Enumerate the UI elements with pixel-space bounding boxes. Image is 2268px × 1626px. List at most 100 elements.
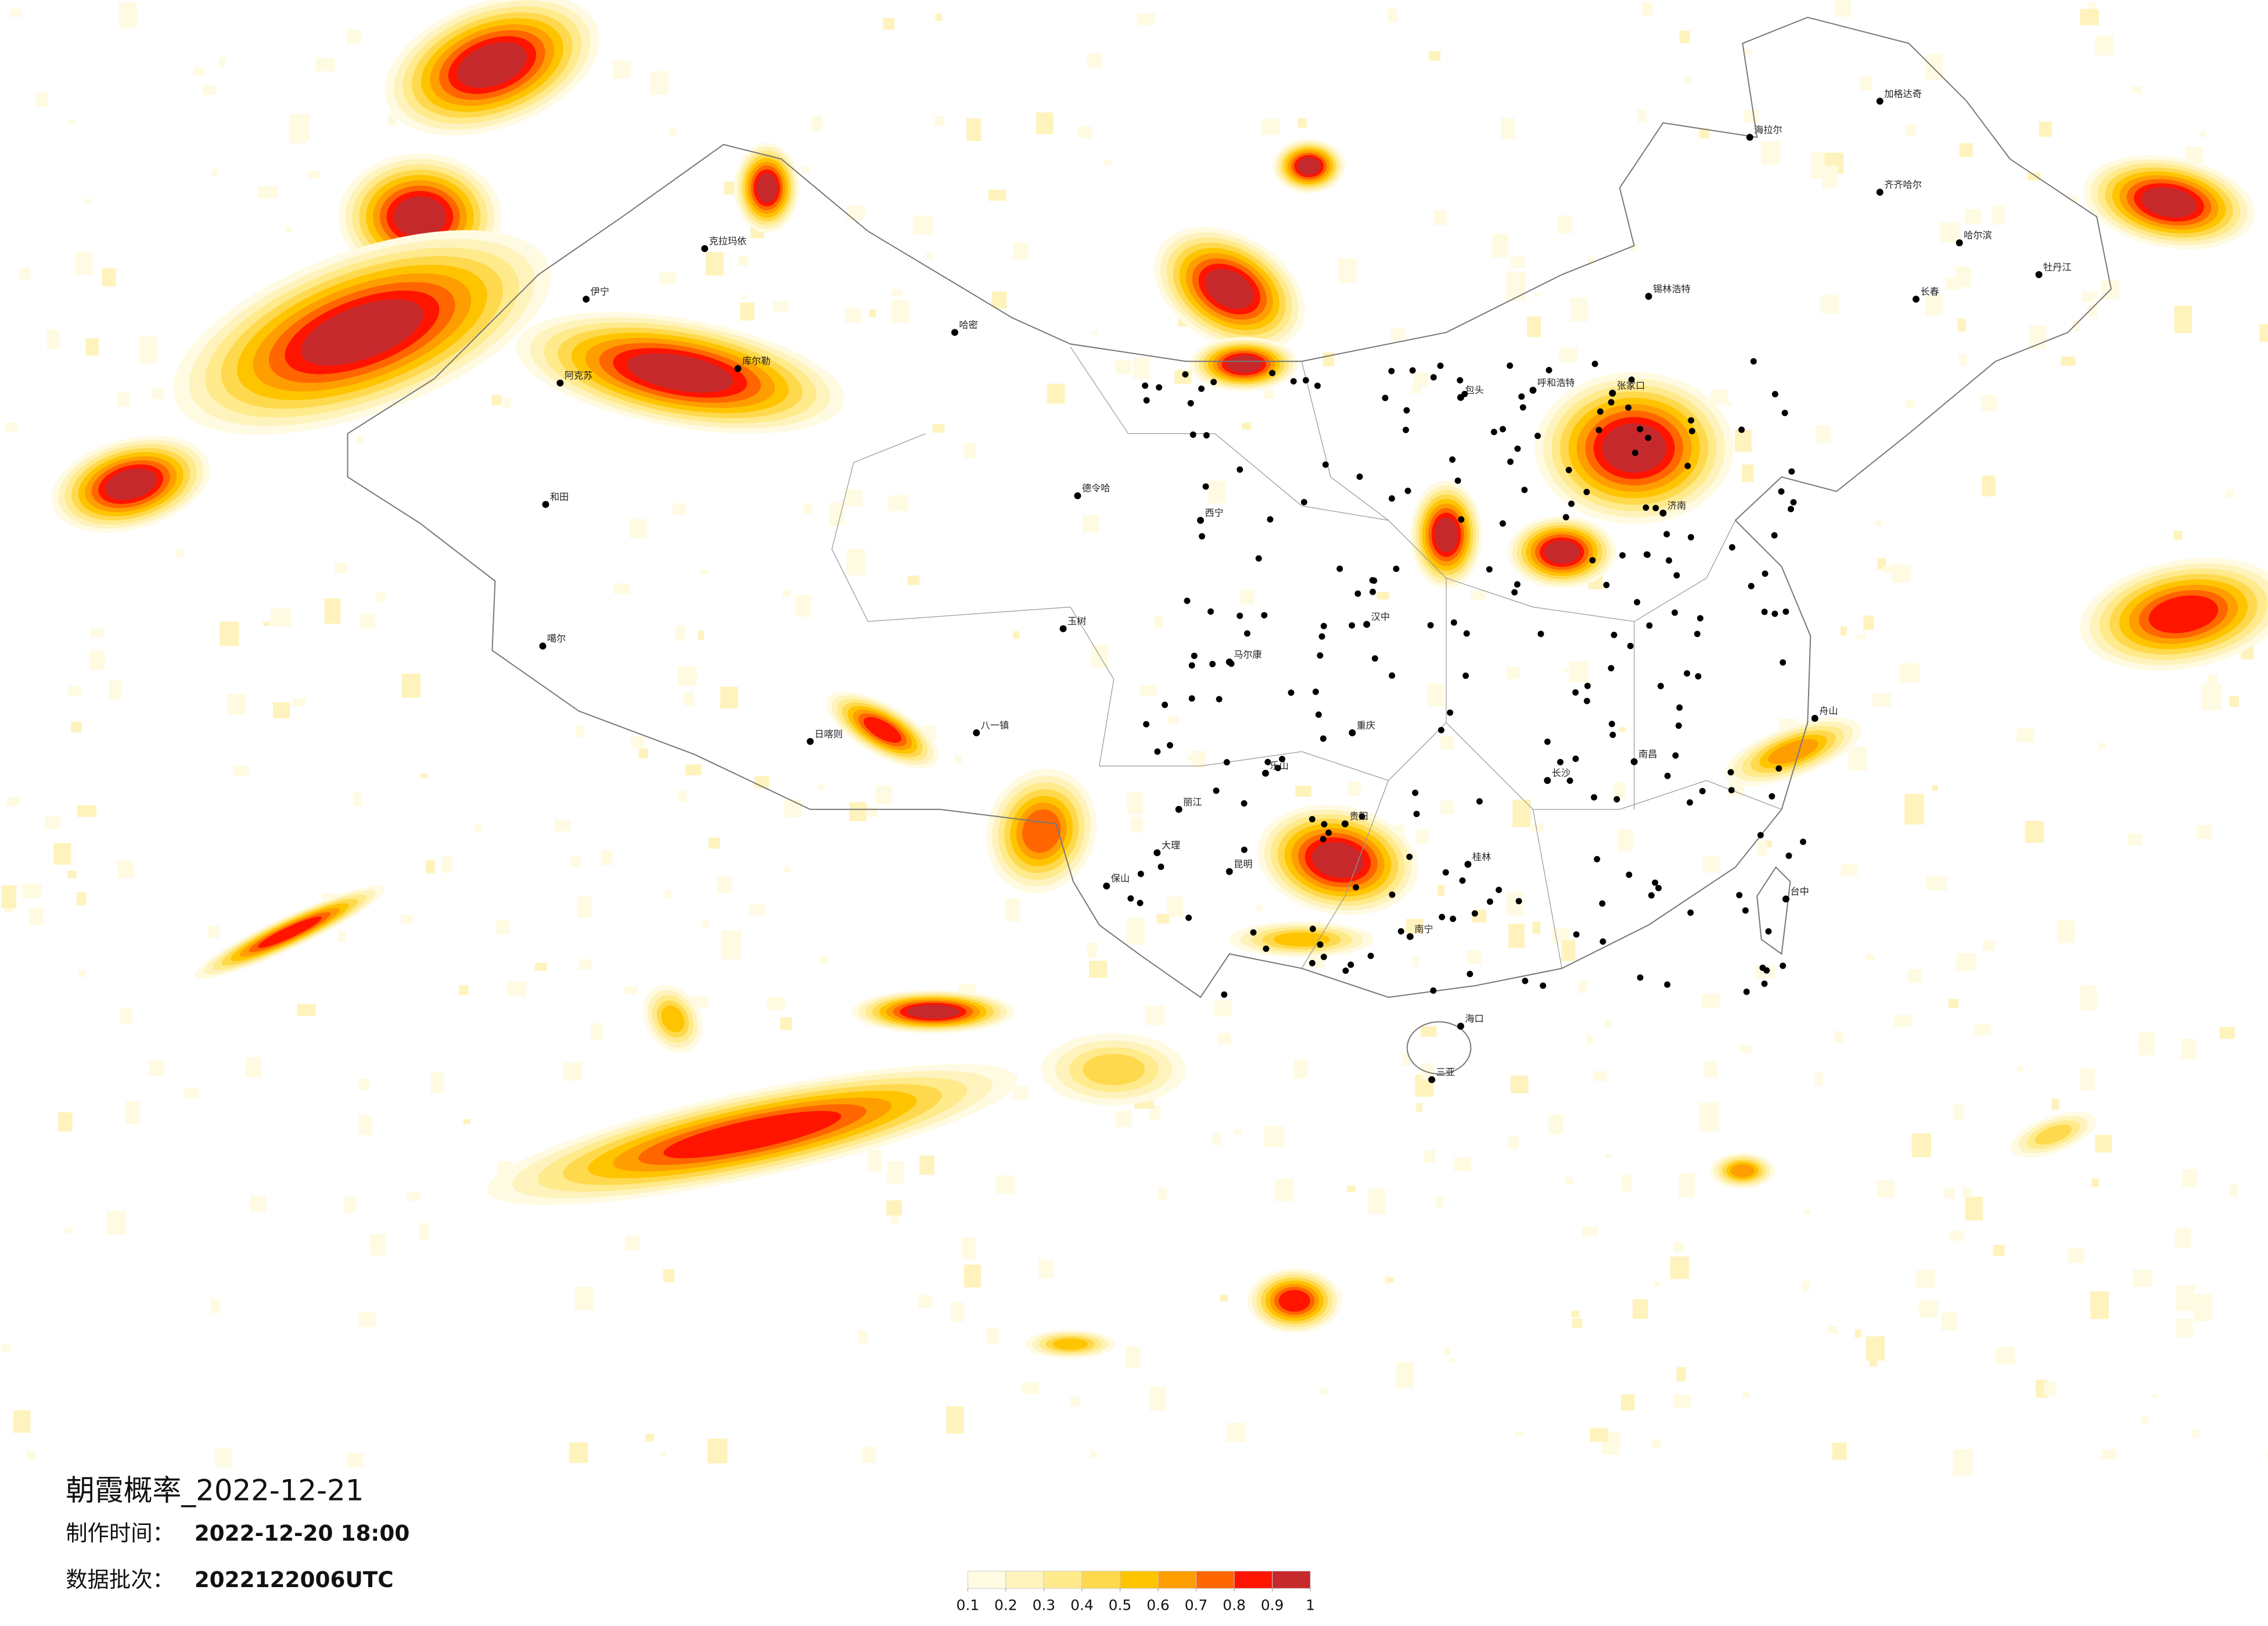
speckle bbox=[1255, 904, 1263, 912]
speckle bbox=[46, 329, 60, 350]
speckle bbox=[337, 931, 346, 942]
speckle bbox=[1508, 1136, 1519, 1149]
speckle bbox=[685, 764, 702, 775]
city-dot bbox=[1499, 520, 1506, 527]
city-label: 噶尔 bbox=[547, 633, 566, 644]
speckle bbox=[1527, 316, 1541, 337]
speckle bbox=[645, 1434, 655, 1441]
city-dot bbox=[1184, 598, 1191, 605]
city-dot bbox=[1673, 572, 1680, 579]
speckle bbox=[721, 930, 742, 960]
probability-blob bbox=[1205, 269, 1254, 310]
city-label: 三亚 bbox=[1436, 1067, 1455, 1078]
city-label: 西宁 bbox=[1205, 508, 1223, 519]
speckle bbox=[1440, 800, 1454, 814]
speckle bbox=[569, 1442, 588, 1463]
speckle bbox=[1572, 1318, 1583, 1328]
speckle bbox=[1508, 923, 1525, 948]
speckle bbox=[1133, 357, 1149, 379]
speckle bbox=[934, 116, 945, 126]
city-dot bbox=[1156, 384, 1163, 391]
city-dot bbox=[701, 245, 709, 253]
speckle bbox=[1678, 1172, 1695, 1197]
speckle bbox=[1578, 981, 1587, 994]
city-dot bbox=[1519, 404, 1526, 411]
speckle bbox=[932, 424, 945, 433]
speckle bbox=[1174, 370, 1192, 384]
speckle bbox=[914, 215, 934, 235]
city-dot bbox=[1403, 426, 1410, 433]
city-dot bbox=[1315, 711, 1322, 718]
city-dot bbox=[1646, 622, 1653, 629]
city-dot bbox=[1127, 895, 1134, 902]
speckle bbox=[1955, 266, 1971, 287]
province-lines bbox=[831, 346, 1782, 969]
speckle bbox=[358, 1311, 376, 1328]
speckle bbox=[577, 896, 592, 918]
speckle bbox=[1992, 206, 2005, 225]
speckle bbox=[1742, 1392, 1749, 1398]
speckle bbox=[2219, 1027, 2235, 1039]
speckle bbox=[1699, 1102, 1720, 1132]
speckle bbox=[1962, 1187, 1971, 1198]
city-dot bbox=[1788, 506, 1794, 513]
speckle bbox=[1070, 1396, 1080, 1406]
speckle bbox=[347, 1453, 364, 1467]
city-label: 贵阳 bbox=[1349, 811, 1368, 822]
city-dot bbox=[1696, 615, 1703, 622]
speckle bbox=[724, 181, 736, 195]
city-dot bbox=[1748, 582, 1755, 589]
city-dot bbox=[1608, 721, 1615, 728]
city-dot bbox=[1388, 495, 1395, 502]
city-dot bbox=[1322, 461, 1329, 468]
speckle bbox=[1548, 1114, 1563, 1135]
speckle bbox=[1894, 1015, 1913, 1027]
city-dot bbox=[1225, 868, 1233, 875]
city-dot bbox=[1388, 368, 1395, 375]
speckle bbox=[353, 792, 362, 806]
speckle bbox=[2087, 304, 2098, 317]
speckle bbox=[964, 442, 976, 459]
speckle bbox=[227, 693, 246, 715]
city-dot bbox=[1771, 391, 1778, 398]
city-dot bbox=[1652, 505, 1659, 512]
city-dot bbox=[1142, 382, 1149, 389]
speckle bbox=[324, 598, 341, 624]
speckle bbox=[90, 628, 105, 638]
speckle bbox=[210, 1298, 221, 1314]
speckle bbox=[1104, 159, 1112, 166]
speckle bbox=[2174, 305, 2192, 333]
speckle bbox=[1386, 1278, 1394, 1283]
city-dot bbox=[1608, 665, 1615, 672]
city-dot bbox=[1442, 869, 1449, 876]
speckle bbox=[1905, 400, 1915, 408]
speckle bbox=[1436, 1196, 1443, 1207]
speckle bbox=[1090, 1451, 1097, 1458]
city-dot bbox=[1625, 404, 1632, 411]
city-dot bbox=[1769, 793, 1775, 800]
colorbar-label: 0.9 bbox=[1261, 1597, 1284, 1614]
city-dot bbox=[807, 738, 814, 745]
city-dot bbox=[583, 296, 590, 303]
speckle bbox=[474, 823, 481, 833]
speckle bbox=[1506, 271, 1526, 301]
city-dot bbox=[1074, 492, 1081, 499]
speckle bbox=[1866, 954, 1875, 961]
speckle bbox=[71, 721, 82, 733]
city-dot bbox=[1367, 952, 1374, 959]
speckle bbox=[1434, 210, 1447, 226]
city-label: 张家口 bbox=[1617, 380, 1645, 391]
speckle bbox=[139, 336, 157, 364]
probability-blob bbox=[2148, 595, 2219, 634]
colorbar-label: 0.2 bbox=[994, 1597, 1018, 1614]
city-dot bbox=[1182, 371, 1189, 378]
speckle bbox=[1974, 1024, 1991, 1036]
city-dot bbox=[1507, 362, 1514, 369]
city-dot bbox=[1309, 926, 1316, 932]
city-label: 牡丹江 bbox=[2043, 261, 2071, 272]
city-dot bbox=[1430, 374, 1437, 381]
city-dot bbox=[1262, 769, 1269, 777]
speckle bbox=[271, 608, 291, 627]
speckle bbox=[578, 959, 592, 970]
